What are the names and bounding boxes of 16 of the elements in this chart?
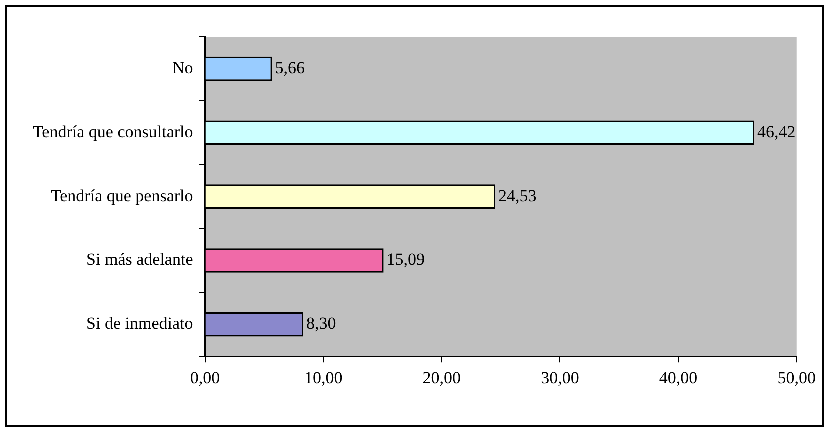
y-tick-label: Tendría que pensarlo bbox=[50, 186, 194, 206]
data-label: 46,42 bbox=[758, 122, 796, 142]
y-tick-label: No bbox=[172, 58, 194, 78]
y-tick-label: Si de inmediato bbox=[86, 314, 194, 334]
y-tick-label: Si más adelante bbox=[86, 250, 194, 270]
x-tick-label: 0,00 bbox=[190, 368, 220, 388]
data-label: 8,30 bbox=[306, 314, 336, 334]
data-label: 24,53 bbox=[498, 186, 537, 206]
data-label: 15,09 bbox=[386, 250, 426, 270]
y-tick-label: Tendría que consultarlo bbox=[32, 122, 194, 142]
x-tick-label: 50,00 bbox=[778, 368, 816, 388]
x-tick-label: 20,00 bbox=[422, 368, 462, 388]
x-tick-label: 30,00 bbox=[541, 368, 580, 388]
data-label: 5,66 bbox=[275, 58, 305, 78]
x-tick-label: 40,00 bbox=[659, 368, 698, 388]
x-tick-label: 10,00 bbox=[304, 368, 343, 388]
